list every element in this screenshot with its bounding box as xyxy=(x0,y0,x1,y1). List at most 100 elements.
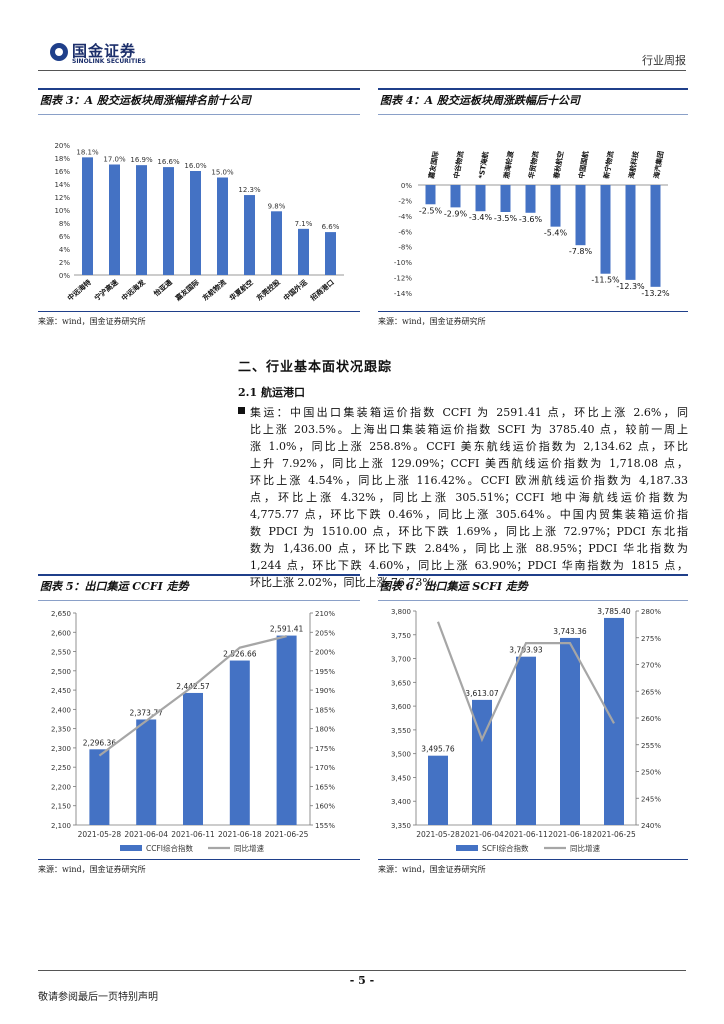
y-tick-label: 3,450 xyxy=(391,774,411,782)
y-tick-label: 3,750 xyxy=(391,632,411,640)
bar xyxy=(136,719,157,825)
bar xyxy=(428,755,448,825)
data-label: 3,703.93 xyxy=(509,646,543,655)
x-tick-label: 2021-06-18 xyxy=(218,830,262,839)
y-tick-label: 2% xyxy=(59,259,70,267)
y-tick-label: 2,400 xyxy=(51,706,71,714)
bar xyxy=(425,185,436,205)
paragraph-line: 集运：中国出口集装箱运价指数 CCFI 为 2591.41 点，环比上涨 2.6… xyxy=(250,406,688,419)
figure-6-source: 来源：wind，国金证券研究所 xyxy=(378,865,486,874)
category-label: 中远海发 xyxy=(120,277,148,303)
data-label: 7.1% xyxy=(295,220,313,228)
y-tick-label: 2,200 xyxy=(51,783,71,791)
figure-4-svg: 0% -2% -4% -6% -8% -10% -12% -14% -2.5% 嘉友国际 -2.9%… xyxy=(394,149,670,298)
paragraph-line: 比上涨 203.5%。上海出口集装箱运价指数 SCFI 为 3785.40 点，… xyxy=(250,423,688,436)
category-label: 嘉友国际 xyxy=(173,278,201,304)
bar xyxy=(450,185,461,208)
report-type: 行业周报 xyxy=(642,54,686,67)
bar xyxy=(190,171,201,275)
data-label: 2,373.77 xyxy=(129,708,163,717)
y2-tick-label: 190% xyxy=(315,687,335,695)
bar xyxy=(298,228,309,275)
y2-tick-label: 165% xyxy=(315,783,335,791)
data-label: -2.5% xyxy=(419,206,443,215)
bar xyxy=(244,195,255,275)
data-label: -13.2% xyxy=(641,289,670,298)
bar xyxy=(575,185,586,246)
y2-tick-label: 265% xyxy=(641,688,661,696)
figure-5-svg: 2,100 2,150 2,200 2,250 2,300 2,350 2,400 2,450… xyxy=(51,610,335,853)
y-tick-label: -8% xyxy=(398,244,412,252)
data-label: -7.8% xyxy=(569,247,593,256)
paragraph-line: 数 PDCI 为 1510.00 点，环比下跌 1.69%，同比上涨 72.97… xyxy=(250,525,688,538)
y-tick-label: 4% xyxy=(59,246,70,254)
data-label: 16.6% xyxy=(157,158,180,166)
page-number: - 5 - xyxy=(349,974,375,987)
legend-label: CCFI综合指数 xyxy=(146,843,193,853)
category-label: 东莞控股 xyxy=(255,277,283,303)
y-tick-label: 3,800 xyxy=(391,608,411,616)
figure-3-bottom-rule xyxy=(38,311,360,312)
y2-tick-label: 205% xyxy=(315,629,335,637)
y-tick-label: 20% xyxy=(54,142,70,150)
y2-tick-label: 275% xyxy=(641,635,661,643)
figure-4-bottom-rule xyxy=(378,311,688,312)
x-tick-label: 2021-05-28 xyxy=(78,830,122,839)
category-label: 嘉友国际 xyxy=(426,150,440,180)
y-tick-label: 3,700 xyxy=(391,656,411,664)
y-tick-label: 18% xyxy=(54,155,70,163)
y-tick-label: -6% xyxy=(398,228,412,236)
y-tick-label: 3,650 xyxy=(391,679,411,687)
y2-tick-label: 170% xyxy=(315,764,335,772)
figure-6-title: 图表 6：出口集运 SCFI 走势 xyxy=(378,574,688,601)
x-tick-label: 2021-06-11 xyxy=(171,830,215,839)
category-label: 渤海轮渡 xyxy=(502,149,516,179)
bar xyxy=(271,211,282,275)
x-tick-label: 2021-06-04 xyxy=(124,830,168,839)
x-tick-label: 2021-06-11 xyxy=(504,830,548,839)
y-tick-label: 8% xyxy=(59,220,70,228)
x-tick-label: 2021-06-25 xyxy=(592,830,636,839)
x-tick-label: 2021-06-25 xyxy=(265,830,309,839)
disclaimer: 敬请参阅最后一页特别声明 xyxy=(38,992,158,1003)
y2-tick-label: 255% xyxy=(641,742,661,750)
data-label: 18.1% xyxy=(76,148,99,156)
data-label: -3.6% xyxy=(519,215,543,224)
figure-3-svg: 0% 2% 4% 6% 8% 10% 12% 14% 16% 18% 20% 18.1% 中远海特 17.… xyxy=(54,142,344,304)
data-label: -3.5% xyxy=(494,214,518,223)
y-tick-label: -4% xyxy=(398,213,412,221)
legend-label: 同比增速 xyxy=(570,843,600,853)
y-tick-label: 6% xyxy=(59,233,70,241)
y-tick-label: -14% xyxy=(394,290,412,298)
category-label: 海汽集团 xyxy=(652,150,666,179)
bar xyxy=(625,185,636,280)
category-label: 海航科技 xyxy=(627,149,641,179)
y-tick-label: 14% xyxy=(54,181,70,189)
bar xyxy=(183,692,203,825)
data-label: -12.3% xyxy=(616,282,645,291)
paragraph-line: 1,244 点，环比下跌 4.60%，同比上涨 63.90%；PDCI 华南指数… xyxy=(250,559,688,572)
data-label: 3,743.36 xyxy=(553,627,587,636)
shipping-paragraph: 集运：中国出口集装箱运价指数 CCFI 为 2591.41 点，环比上涨 2.6… xyxy=(250,404,688,591)
y2-tick-label: 180% xyxy=(315,726,335,734)
bar xyxy=(229,660,250,825)
y2-tick-label: 160% xyxy=(315,803,335,811)
data-label: 12.3% xyxy=(238,186,261,194)
data-label: -11.5% xyxy=(591,276,620,285)
paragraph-line: 4,775.77 点，环比下跌 0.46%，同比上涨 305.64%。中国内贸集… xyxy=(250,508,688,521)
y-tick-label: 2,450 xyxy=(51,687,71,695)
category-label: 华贸物流 xyxy=(527,150,541,179)
bar xyxy=(650,185,661,287)
data-label: 16.0% xyxy=(184,162,207,170)
bar xyxy=(500,185,511,212)
figure-4-source: 来源：wind，国金证券研究所 xyxy=(378,317,486,326)
y-tick-label: 2,350 xyxy=(51,726,71,734)
header-divider xyxy=(38,70,686,71)
y-tick-label: 2,300 xyxy=(51,745,71,753)
footer-divider xyxy=(38,970,686,971)
bar xyxy=(325,232,336,275)
bar xyxy=(136,165,147,275)
category-label: 招商港口 xyxy=(309,278,336,303)
y2-tick-label: 245% xyxy=(641,795,661,803)
y-tick-label: 0% xyxy=(401,182,412,190)
